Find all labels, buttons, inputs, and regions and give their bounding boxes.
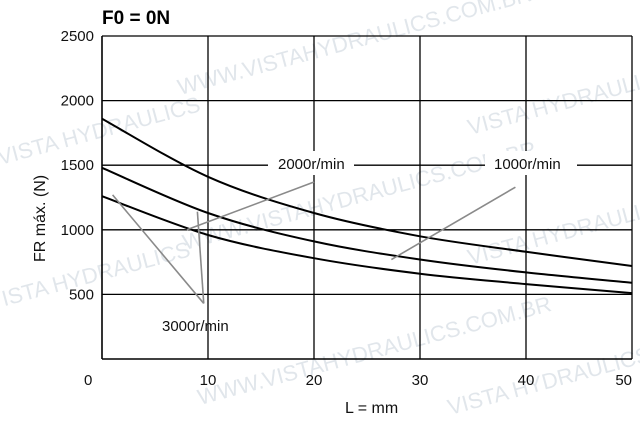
watermark-text: WWW.VISTAHYDRAULICS.COM.BR (175, 0, 534, 100)
y-axis-label: FR máx. (N) (32, 175, 49, 262)
y-tick-label: 1000 (61, 222, 94, 239)
x-tick-label: 30 (412, 372, 429, 389)
x-tick-label: 50 (615, 372, 632, 389)
chart-title: F0 = 0N (102, 8, 170, 29)
series-line-2000rmin (101, 166, 633, 284)
y-tick-label: 1500 (61, 157, 94, 174)
x-tick-label: 0 (84, 372, 92, 389)
x-tick-label: 10 (200, 372, 217, 389)
leader-2000 (186, 181, 315, 231)
annotation-bg (268, 151, 354, 175)
annotation-3000: 3000r/min (162, 318, 229, 335)
watermark-text: VISTA HYDRAULICS (0, 237, 193, 315)
y-tick-labels: 500 1000 1500 2000 2500 (61, 28, 94, 303)
watermark-text: VISTA HYDRAULICS (465, 192, 640, 270)
x-tick-label: 20 (306, 372, 323, 389)
leader-1000 (390, 186, 516, 261)
series-line-3000rmin (101, 195, 633, 295)
annotation-leaders (111, 181, 516, 304)
series-line-1000rmin (101, 117, 633, 267)
x-tick-label: 40 (518, 372, 535, 389)
x-axis-label: L = mm (345, 400, 398, 417)
y-tick-label: 2000 (61, 93, 94, 110)
annotation-1000: 1000r/min (494, 156, 561, 173)
grid (102, 36, 632, 359)
y-tick-label: 2500 (61, 28, 94, 45)
y-tick-label: 500 (69, 286, 94, 303)
annotation-bg (485, 151, 577, 175)
x-tick-labels: 0 10 20 30 40 50 (84, 372, 632, 389)
leader-3000-a (111, 194, 205, 304)
leader-3000-b (196, 211, 205, 304)
series-lines (101, 117, 633, 295)
annotation-2000: 2000r/min (278, 156, 345, 173)
watermark-text: VISTA HYDRAULICS (445, 342, 640, 420)
plot-frame (101, 35, 633, 360)
